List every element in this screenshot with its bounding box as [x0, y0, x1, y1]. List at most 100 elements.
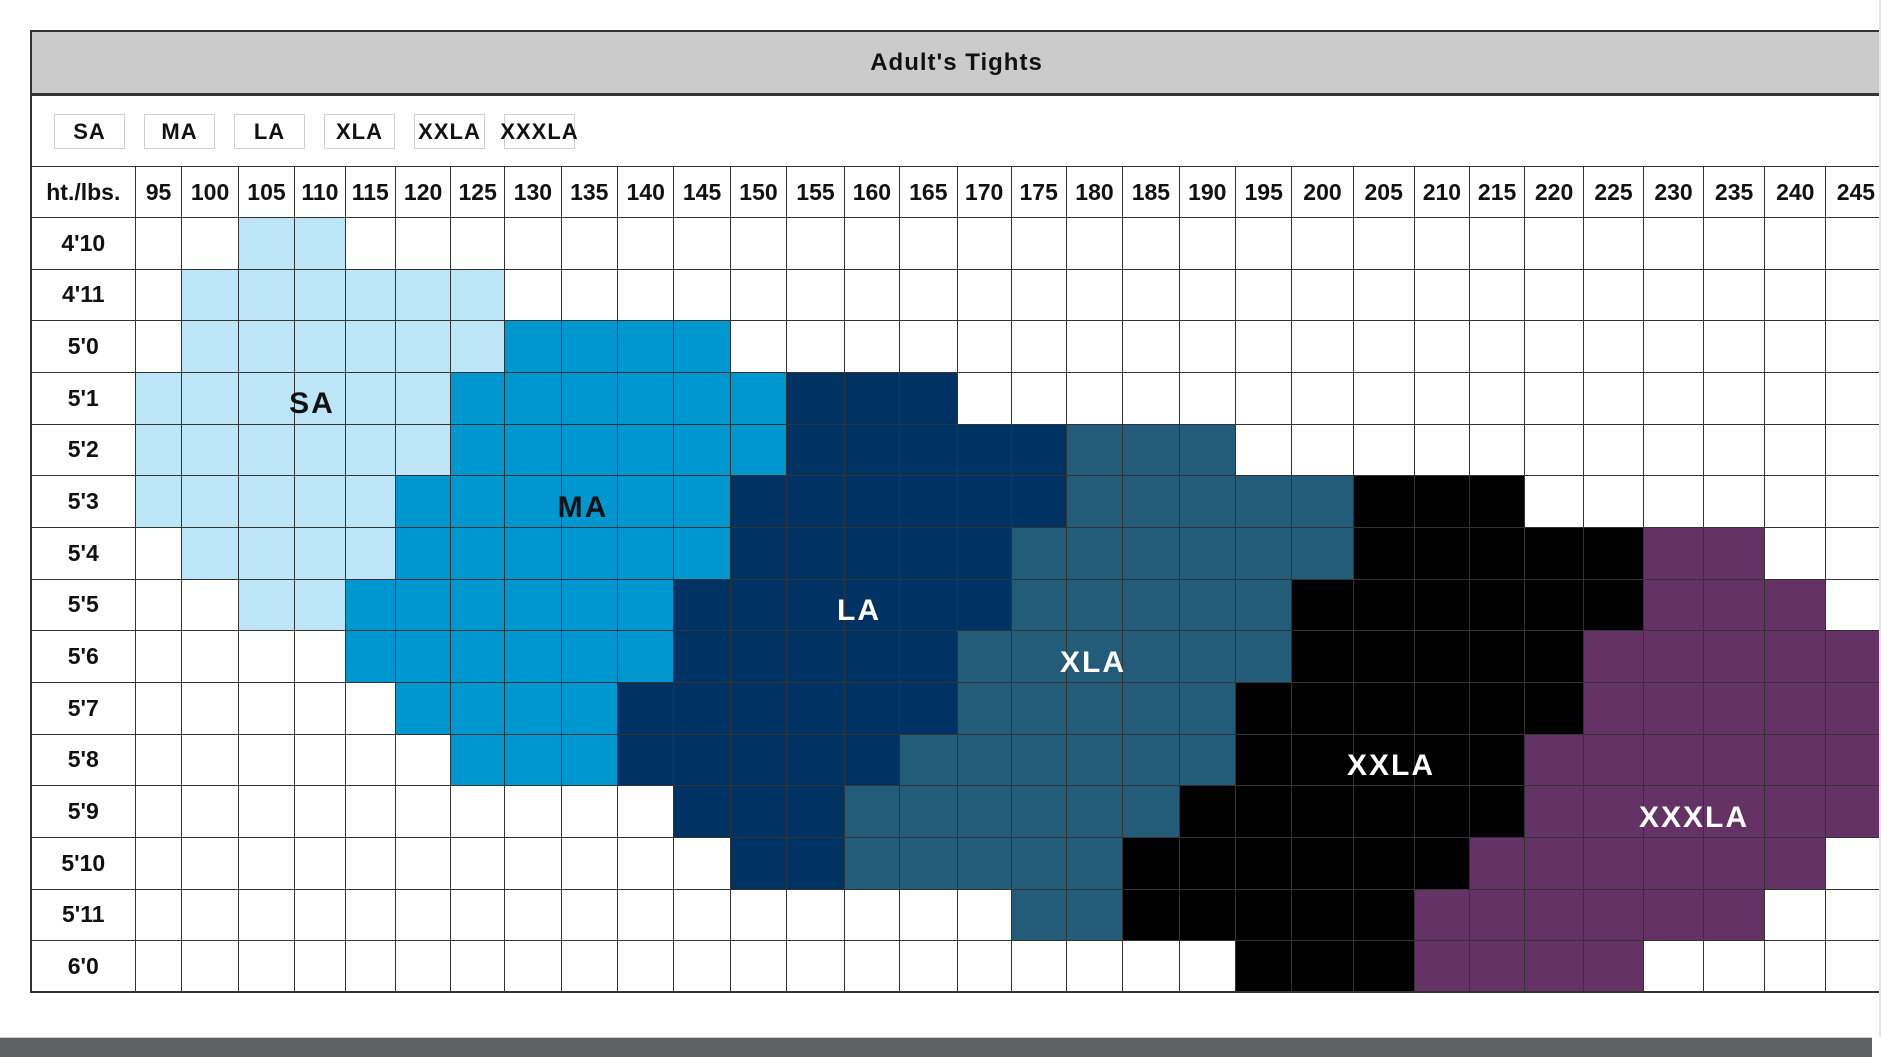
cell-ma — [618, 528, 675, 580]
cell-xxxla — [1644, 528, 1704, 580]
cell-empty — [1704, 373, 1766, 425]
cell-xxla — [1470, 528, 1526, 580]
cell-xxxla — [1704, 734, 1766, 787]
cell-xxla — [1470, 476, 1526, 528]
cell-xxla — [1584, 579, 1644, 632]
cell-empty — [900, 321, 958, 373]
cell-xla — [1066, 528, 1124, 580]
cell-empty — [730, 321, 788, 373]
cell-empty — [1826, 890, 1881, 942]
cell-xla — [1066, 631, 1124, 683]
cell-empty — [1236, 269, 1293, 322]
cell-xxla — [1353, 683, 1415, 735]
cell-empty — [1011, 269, 1067, 322]
cell-empty — [1765, 321, 1827, 373]
column-header-240: 240 — [1765, 166, 1827, 218]
cell-xxxla — [1704, 579, 1766, 632]
cell-xxla — [1292, 734, 1354, 787]
cell-xxla — [1353, 631, 1415, 683]
cell-xxla — [1525, 631, 1584, 683]
cell-empty — [1236, 218, 1293, 270]
cell-sa — [345, 528, 396, 580]
cell-xla — [1179, 683, 1236, 735]
row-label: 5'3 — [30, 476, 136, 528]
cell-empty — [730, 941, 788, 993]
cell-ma — [345, 631, 396, 683]
column-header-190: 190 — [1179, 166, 1236, 218]
legend-item-xxla: XXLA — [414, 114, 485, 149]
cell-xxla — [1236, 734, 1293, 787]
cell-empty — [561, 786, 618, 838]
column-header-155: 155 — [787, 166, 845, 218]
cell-sa — [345, 424, 396, 477]
column-header-150: 150 — [730, 166, 788, 218]
cell-empty — [345, 218, 396, 270]
cell-ma — [730, 373, 788, 425]
row-label: 5'10 — [30, 838, 136, 890]
cell-empty — [182, 631, 239, 683]
cell-xla — [1011, 631, 1067, 683]
cell-empty — [1826, 425, 1881, 477]
cell-empty — [182, 218, 239, 270]
cell-xla — [1123, 734, 1180, 787]
cell-xxxla — [1525, 838, 1584, 890]
cell-empty — [1066, 941, 1124, 993]
cell-ma — [674, 424, 731, 477]
cell-xxla — [1414, 476, 1470, 528]
cell-xla — [957, 786, 1012, 838]
corner-label: ht./lbs. — [30, 166, 136, 218]
cell-empty — [182, 941, 239, 993]
cell-xla — [1066, 579, 1124, 632]
cell-empty — [451, 218, 506, 270]
cell-empty — [674, 269, 731, 322]
cell-xxla — [1179, 786, 1236, 838]
cell-empty — [396, 786, 452, 838]
column-header-195: 195 — [1236, 166, 1293, 218]
cell-xxla — [1123, 889, 1180, 942]
cell-xla — [900, 734, 958, 787]
cell-sa — [396, 373, 452, 425]
cell-xxxla — [1765, 838, 1827, 890]
cell-empty — [1123, 941, 1180, 993]
cell-empty — [1826, 838, 1881, 890]
cell-sa — [238, 218, 296, 270]
cell-sa — [345, 269, 396, 322]
column-header-95: 95 — [135, 166, 183, 218]
cell-empty — [561, 838, 618, 890]
cell-empty — [787, 269, 845, 322]
cell-ma — [561, 424, 618, 477]
cell-ma — [618, 424, 675, 477]
cell-xxla — [1353, 941, 1415, 993]
cell-la — [787, 424, 845, 477]
column-header-160: 160 — [844, 166, 900, 218]
cell-ma — [451, 683, 506, 735]
legend: SA MA LA XLA XXLA XXXLA — [30, 96, 1881, 166]
region-label-la: LA — [837, 594, 881, 627]
cell-empty — [1414, 218, 1470, 270]
column-header-135: 135 — [561, 166, 618, 218]
cell-sa — [345, 476, 396, 528]
row-label: 6'0 — [30, 941, 136, 993]
cell-empty — [1011, 218, 1067, 270]
cell-empty — [561, 218, 618, 270]
cell-empty — [1644, 321, 1704, 373]
cell-xla — [1179, 579, 1236, 632]
cell-xxxla — [1644, 838, 1704, 890]
cell-xxla — [1353, 838, 1415, 890]
cell-empty — [396, 734, 452, 787]
cell-empty — [451, 786, 506, 838]
cell-xxxla — [1644, 683, 1704, 735]
column-header-170: 170 — [957, 166, 1012, 218]
cell-empty — [1236, 321, 1293, 373]
cell-ma — [561, 579, 618, 632]
cell-xla — [1011, 838, 1067, 890]
cell-empty — [1584, 269, 1644, 322]
cell-xxla — [1292, 838, 1354, 890]
cell-xla — [844, 838, 900, 890]
column-header-210: 210 — [1414, 166, 1470, 218]
cell-xla — [1123, 786, 1180, 838]
cell-xxxla — [1584, 631, 1644, 683]
cell-xxla — [1470, 734, 1526, 787]
cell-empty — [396, 889, 452, 942]
cell-xxxla — [1644, 579, 1704, 632]
